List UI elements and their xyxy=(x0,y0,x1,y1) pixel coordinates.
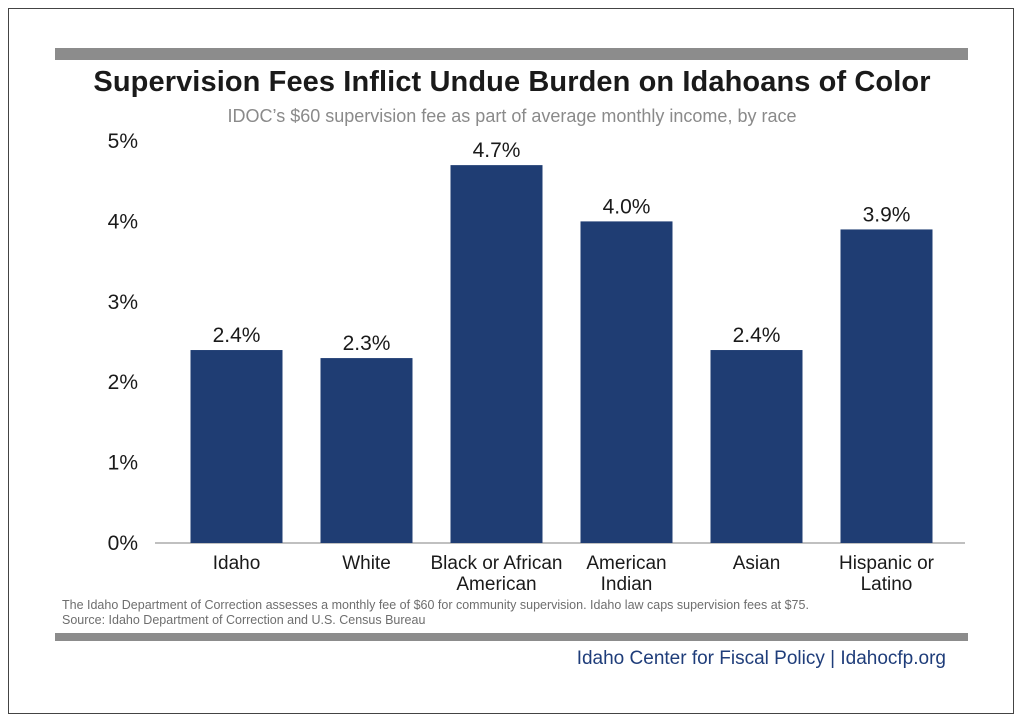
credit-line: Idaho Center for Fiscal Policy | Idahocf… xyxy=(576,648,946,669)
bar xyxy=(190,350,283,543)
bar xyxy=(710,350,803,543)
category-label: Black or African xyxy=(431,553,563,574)
y-axis: 0% 1% 2% 3% 4% 5% xyxy=(108,130,138,555)
bar xyxy=(580,221,673,543)
y-tick-label: 1% xyxy=(108,452,138,475)
y-tick-label: 0% xyxy=(108,532,138,555)
y-tick-label: 4% xyxy=(108,210,138,233)
bar-value-label: 2.4% xyxy=(213,324,261,347)
bar-value-label: 4.7% xyxy=(473,139,521,162)
footnote-source: Source: Idaho Department of Correction a… xyxy=(62,613,426,627)
y-tick-label: 5% xyxy=(108,130,138,153)
bar xyxy=(450,165,543,543)
category-label: Indian xyxy=(601,574,653,595)
bars xyxy=(190,165,933,543)
category-label: American xyxy=(456,574,536,595)
value-labels: 2.4% 2.3% 4.7% 4.0% 2.4% 3.9% xyxy=(213,139,911,355)
category-label: Hispanic or xyxy=(839,553,935,574)
category-label: Latino xyxy=(861,574,913,595)
y-tick-label: 3% xyxy=(108,291,138,314)
bar-value-label: 3.9% xyxy=(863,203,911,226)
top-rule xyxy=(55,48,968,60)
footnote: The Idaho Department of Correction asses… xyxy=(62,598,809,628)
bar-value-label: 4.0% xyxy=(603,195,651,218)
category-label: Idaho xyxy=(213,553,261,574)
chart-subtitle: IDOC’s $60 supervision fee as part of av… xyxy=(227,106,797,126)
y-tick-label: 2% xyxy=(108,371,138,394)
bar xyxy=(840,229,933,543)
category-labels: Idaho White Black or AfricanAmericanAmeric… xyxy=(213,553,935,595)
category-label: White xyxy=(342,553,391,574)
footnote-line-1: The Idaho Department of Correction asses… xyxy=(62,598,809,612)
category-label: Asian xyxy=(733,553,781,574)
chart-title: Supervision Fees Inflict Undue Burden on… xyxy=(93,66,931,98)
bottom-rule xyxy=(55,633,968,641)
bar-value-label: 2.4% xyxy=(733,324,781,347)
bar xyxy=(320,358,413,543)
category-label: American xyxy=(586,553,666,574)
bar-value-label: 2.3% xyxy=(343,332,391,355)
